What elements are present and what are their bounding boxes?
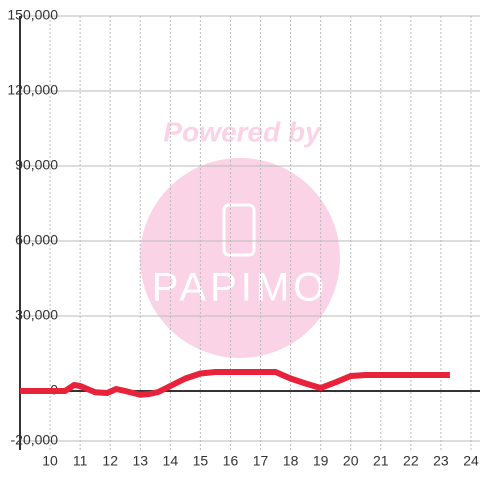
y-tick-label: -20,000 bbox=[11, 432, 59, 448]
y-tick-label: 30,000 bbox=[15, 307, 58, 323]
y-tick-label: 90,000 bbox=[15, 157, 58, 173]
x-tick-label: 15 bbox=[193, 453, 209, 469]
x-tick-label: 18 bbox=[283, 453, 299, 469]
y-tick-label: 150,000 bbox=[7, 7, 58, 23]
x-tick-label: 12 bbox=[102, 453, 118, 469]
x-tick-label: 22 bbox=[403, 453, 419, 469]
watermark-icon bbox=[222, 203, 256, 257]
watermark-text: Powered by bbox=[163, 116, 322, 147]
x-tick-label: 17 bbox=[253, 453, 269, 469]
watermark-circle bbox=[140, 158, 340, 358]
x-tick-label: 20 bbox=[343, 453, 359, 469]
x-tick-label: 23 bbox=[433, 453, 449, 469]
x-tick-label: 14 bbox=[163, 453, 179, 469]
x-tick-label: 21 bbox=[373, 453, 389, 469]
y-tick-label: 60,000 bbox=[15, 232, 58, 248]
y-tick-label: 120,000 bbox=[7, 82, 58, 98]
watermark-logo: PAPIMO bbox=[152, 266, 329, 310]
x-tick-label: 24 bbox=[463, 453, 479, 469]
line bbox=[20, 369, 450, 398]
x-tick-label: 10 bbox=[42, 453, 58, 469]
x-tick-label: 16 bbox=[223, 453, 239, 469]
x-tick-label: 19 bbox=[313, 453, 329, 469]
x-tick-label: 11 bbox=[73, 453, 88, 469]
x-tick-label: 13 bbox=[132, 453, 148, 469]
